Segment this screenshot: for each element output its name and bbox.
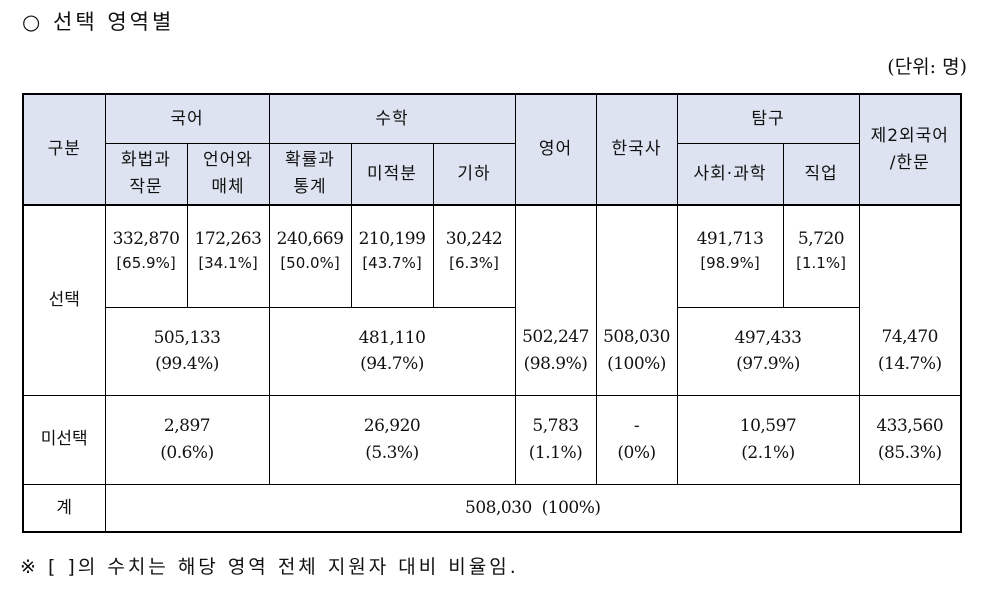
cell-english-total: 502,247 (98.9%) xyxy=(514,307,597,396)
cell-math-b: 210,199 [43.7%] xyxy=(350,204,434,308)
cell-foreign-unselect: 433,560 (85.3%) xyxy=(858,394,962,485)
header-korean-b: 언어와 매체 xyxy=(186,142,270,206)
header-math-c: 기하 xyxy=(432,142,516,206)
cell-korean-unselect-value: 2,897 xyxy=(163,416,211,437)
cell-inquiry-b-value: 5,720 xyxy=(797,229,845,249)
header-foreign-line2: /한문 xyxy=(889,152,930,173)
cell-history-unselect: - (0%) xyxy=(595,394,678,485)
header-english: 영어 xyxy=(514,93,597,206)
cell-english-total-value: 502,247 xyxy=(522,327,589,348)
cell-history-blank xyxy=(595,205,678,307)
cell-history-unselect-pct: (0%) xyxy=(617,442,656,463)
cell-english-unselect: 5,783 (1.1%) xyxy=(514,394,597,485)
cell-inquiry-unselect-value: 10,597 xyxy=(739,416,797,437)
header-korean-b-line2: 매체 xyxy=(211,176,245,197)
cell-korean-b: 172,263 [34.1%] xyxy=(186,204,270,308)
cell-math-total-pct: (94.7%) xyxy=(360,354,424,374)
cell-foreign-blank xyxy=(858,205,962,307)
row-label-total: 계 xyxy=(22,483,106,533)
header-history: 한국사 xyxy=(595,93,678,206)
cell-math-c: 30,242 [6.3%] xyxy=(432,204,516,308)
cell-korean-unselect-pct: (0.6%) xyxy=(160,442,214,463)
header-foreign-line1: 제2외국어 xyxy=(870,126,949,147)
cell-math-a-value: 240,669 xyxy=(276,229,344,249)
cell-math-total: 481,110 (94.7%) xyxy=(268,306,516,396)
cell-english-unselect-value: 5,783 xyxy=(532,416,579,437)
header-math-b: 미적분 xyxy=(350,142,434,206)
header-korean: 국어 xyxy=(104,93,270,144)
row-label-unselect: 미선택 xyxy=(22,394,106,485)
header-foreign: 제2외국어 /한문 xyxy=(858,93,962,206)
unit-label: (단위: 명) xyxy=(887,56,967,78)
cell-history-total: 508,030 (100%) xyxy=(595,307,678,396)
cell-history-unselect-value: - xyxy=(633,416,640,437)
cell-grand-total: 508,030 (100%) xyxy=(104,483,962,533)
header-inquiry-b: 직업 xyxy=(782,142,860,206)
cell-korean-b-pct: [34.1%] xyxy=(198,254,258,273)
cell-korean-b-value: 172,263 xyxy=(194,229,262,249)
header-gubun: 구분 xyxy=(22,93,106,206)
cell-math-b-pct: [43.7%] xyxy=(362,254,422,273)
cell-history-total-pct: (100%) xyxy=(607,353,666,374)
cell-foreign-total-value: 74,470 xyxy=(881,327,939,348)
cell-inquiry-unselect: 10,597 (2.1%) xyxy=(676,394,860,485)
header-inquiry: 탐구 xyxy=(676,93,860,144)
cell-history-total-value: 508,030 xyxy=(603,327,670,348)
cell-inquiry-total-pct: (97.9%) xyxy=(736,354,800,374)
cell-math-b-value: 210,199 xyxy=(358,229,426,249)
cell-math-a: 240,669 [50.0%] xyxy=(268,204,352,308)
cell-inquiry-total-value: 497,433 xyxy=(734,327,802,348)
cell-inquiry-a-value: 491,713 xyxy=(696,229,764,249)
header-inquiry-a: 사회·과학 xyxy=(676,142,784,206)
footnote: ※ [ ]의 수치는 해당 영역 전체 지원자 대비 비율임. xyxy=(20,556,519,578)
cell-inquiry-a-pct: [98.9%] xyxy=(700,254,760,273)
header-math-a: 확률과 통계 xyxy=(268,142,352,206)
cell-korean-unselect: 2,897 (0.6%) xyxy=(104,394,270,485)
header-math-a-line1: 확률과 xyxy=(285,150,335,171)
cell-inquiry-b-pct: [1.1%] xyxy=(796,254,846,273)
cell-english-unselect-pct: (1.1%) xyxy=(528,442,583,463)
cell-inquiry-a: 491,713 [98.9%] xyxy=(676,204,784,308)
cell-inquiry-b: 5,720 [1.1%] xyxy=(782,204,860,308)
header-korean-b-line1: 언어와 xyxy=(203,150,253,171)
cell-math-c-pct: [6.3%] xyxy=(449,254,499,273)
cell-inquiry-total: 497,433 (97.9%) xyxy=(676,306,860,396)
cell-foreign-total: 74,470 (14.7%) xyxy=(858,307,962,396)
cell-korean-total: 505,133 (99.4%) xyxy=(104,306,270,396)
cell-foreign-unselect-value: 433,560 xyxy=(876,416,944,437)
cell-korean-total-pct: (99.4%) xyxy=(155,354,219,374)
header-math: 수학 xyxy=(268,93,516,144)
selection-table: 구분 국어 수학 영어 한국사 탐구 제2외국어 /한문 화법과 작문 언어와 … xyxy=(22,93,963,533)
cell-math-unselect-pct: (5.3%) xyxy=(365,442,419,463)
cell-english-blank xyxy=(514,205,597,307)
cell-math-a-pct: [50.0%] xyxy=(280,254,340,273)
cell-korean-a: 332,870 [65.9%] xyxy=(104,204,188,308)
cell-korean-a-value: 332,870 xyxy=(112,229,180,249)
cell-foreign-total-pct: (14.7%) xyxy=(877,353,942,374)
header-korean-a: 화법과 작문 xyxy=(104,142,188,206)
cell-math-total-value: 481,110 xyxy=(358,327,426,348)
cell-math-unselect-value: 26,920 xyxy=(363,416,421,437)
header-math-a-line2: 통계 xyxy=(293,176,327,197)
cell-english-total-pct: (98.9%) xyxy=(523,353,588,374)
row-label-select: 선택 xyxy=(22,204,106,396)
cell-foreign-unselect-pct: (85.3%) xyxy=(877,442,942,463)
cell-korean-total-value: 505,133 xyxy=(153,327,221,348)
header-korean-a-line2: 작문 xyxy=(129,176,163,197)
cell-korean-a-pct: [65.9%] xyxy=(116,254,176,273)
cell-math-unselect: 26,920 (5.3%) xyxy=(268,394,516,485)
section-heading: ○ 선택 영역별 xyxy=(22,10,175,34)
cell-math-c-value: 30,242 xyxy=(445,229,503,249)
header-korean-a-line1: 화법과 xyxy=(121,150,171,171)
cell-inquiry-unselect-pct: (2.1%) xyxy=(741,442,795,463)
